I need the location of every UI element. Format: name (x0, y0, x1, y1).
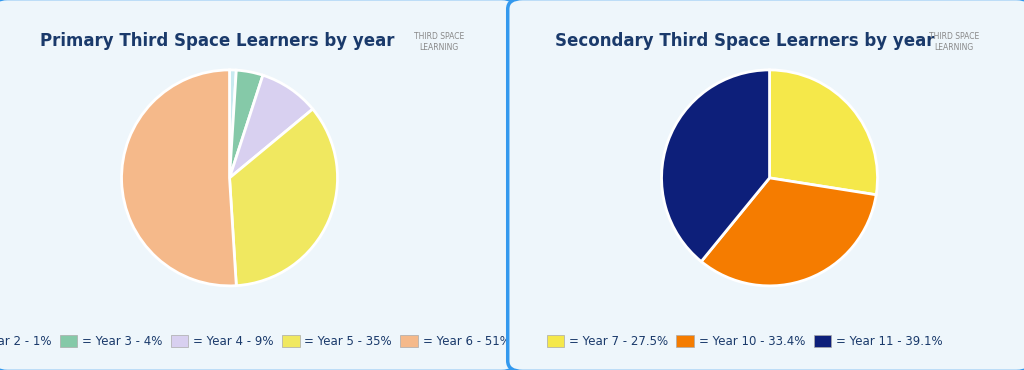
Text: THIRD SPACE
LEARNING: THIRD SPACE LEARNING (929, 32, 979, 53)
Text: Primary Third Space Learners by year: Primary Third Space Learners by year (40, 32, 394, 50)
Text: THIRD SPACE
LEARNING: THIRD SPACE LEARNING (414, 32, 464, 53)
FancyBboxPatch shape (508, 0, 1024, 370)
Legend: = Year 7 - 27.5%, = Year 10 - 33.4%, = Year 11 - 39.1%: = Year 7 - 27.5%, = Year 10 - 33.4%, = Y… (542, 331, 947, 353)
Text: Secondary Third Space Learners by year: Secondary Third Space Learners by year (555, 32, 935, 50)
FancyBboxPatch shape (0, 0, 516, 370)
Legend: = Year 2 - 1%, = Year 3 - 4%, = Year 4 - 9%, = Year 5 - 35%, = Year 6 - 51%: = Year 2 - 1%, = Year 3 - 4%, = Year 4 -… (0, 331, 515, 353)
